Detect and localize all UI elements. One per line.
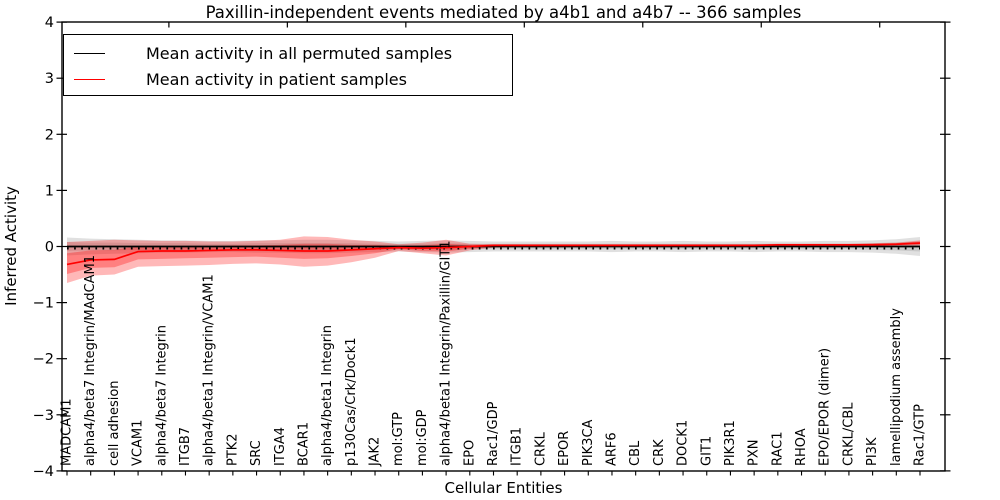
x-tick-label: SRC	[249, 440, 264, 466]
y-tick-label: 4	[45, 15, 54, 31]
x-tick-label: lamellipodium assembly	[889, 308, 904, 466]
x-tick-label: ARF6	[604, 432, 619, 466]
x-tick-label: ITGA4	[273, 427, 288, 466]
patient-line-sample-icon	[74, 78, 105, 80]
y-tick-label: 0	[45, 240, 54, 256]
x-tick-label: alpha4/beta1 Integrin/VCAM1	[202, 274, 217, 466]
y-tick-label: 2	[45, 127, 54, 143]
x-tick-label: CRKL	[533, 431, 548, 466]
y-tick-label: 1	[45, 183, 54, 199]
x-tick-label: RAC1	[770, 431, 785, 466]
x-tick-label: Rac1/GTP	[913, 404, 928, 466]
x-tick-label: mol:GDP	[415, 409, 430, 466]
x-tick-label: ITGB1	[510, 427, 525, 466]
x-tick-label: CBL	[628, 440, 643, 466]
x-tick-label: PIK3R1	[723, 420, 738, 466]
x-tick-label: PI3K	[865, 437, 880, 466]
x-tick-label: CRKL/CBL	[841, 402, 856, 466]
y-axis-label: Inferred Activity	[2, 186, 20, 306]
y-tick-label: −4	[33, 464, 54, 480]
x-tick-label: CRK	[652, 439, 667, 466]
x-tick-label: VCAM1	[131, 420, 146, 466]
x-tick-label: PTK2	[225, 433, 240, 466]
x-tick-label: mol:GTP	[391, 412, 406, 466]
x-tick-label: BCAR1	[296, 422, 311, 466]
x-tick-label: cell adhesion	[107, 380, 122, 466]
legend-row-permuted: Mean activity in all permuted samples	[74, 40, 512, 66]
x-tick-label: JAK2	[368, 437, 383, 467]
x-tick-label: ITGB7	[178, 427, 193, 466]
x-axis-label: Cellular Entities	[444, 479, 563, 497]
x-tick-label: PXN	[747, 440, 762, 466]
y-tick-label: −1	[33, 296, 54, 312]
y-tick-label: −2	[33, 352, 54, 368]
x-tick-label: EPOR	[557, 431, 572, 466]
x-tick-label: DOCK1	[676, 420, 691, 466]
y-tick-label: 3	[45, 71, 54, 87]
x-tick-label: Rac1/GDP	[486, 401, 501, 466]
x-tick-label: alpha4/beta7 Integrin/MAdCAM1	[83, 255, 98, 466]
legend: Mean activity in all permuted samples Me…	[63, 34, 513, 96]
x-tick-label: p130Cas/Crk/Dock1	[344, 337, 359, 466]
x-tick-label: GIT1	[699, 436, 714, 466]
x-tick-label: RHOA	[794, 428, 809, 466]
chart-title: Paxillin-independent events mediated by …	[205, 3, 802, 22]
legend-label-permuted: Mean activity in all permuted samples	[146, 43, 453, 63]
x-tick-label: alpha4/beta7 Integrin	[154, 325, 169, 466]
legend-label-patient: Mean activity in patient samples	[146, 69, 407, 89]
y-tick-label: −3	[33, 408, 54, 424]
x-tick-label: EPO/EPOR (dimer)	[818, 348, 833, 466]
x-tick-label: PIK3CA	[581, 419, 596, 466]
permuted-line-sample-icon	[74, 52, 105, 54]
x-tick-label: alpha4/beta1 Integrin/Paxillin/GIT1	[439, 240, 454, 466]
legend-row-patient: Mean activity in patient samples	[74, 66, 512, 92]
patient-mean-line	[66, 242, 921, 266]
x-tick-label: alpha4/beta1 Integrin	[320, 325, 335, 466]
x-tick-label: EPO	[462, 440, 477, 466]
